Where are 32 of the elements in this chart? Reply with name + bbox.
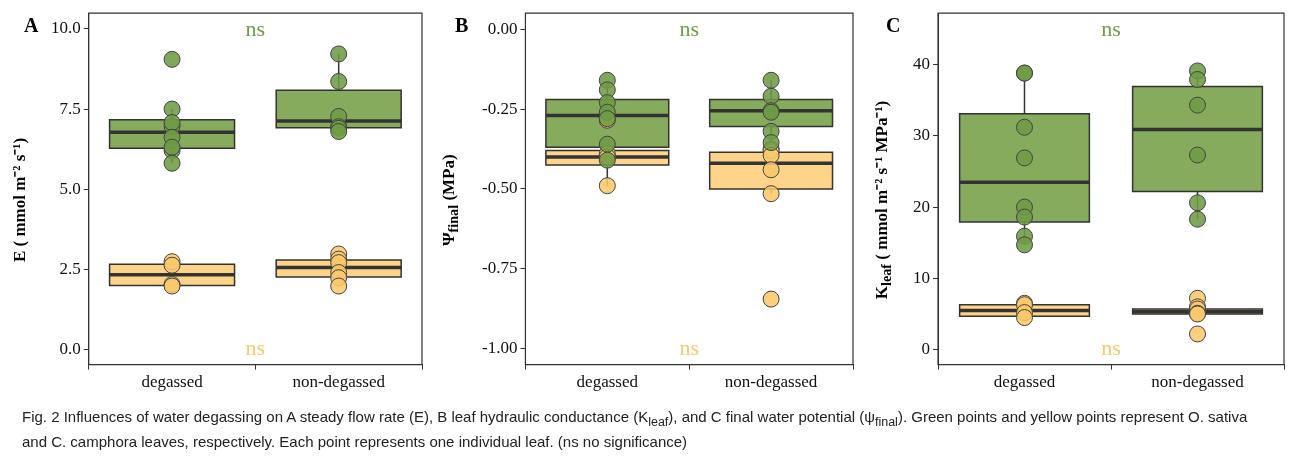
annotation: ns <box>679 15 699 41</box>
annotation: ns <box>1101 335 1121 361</box>
x-tick-label: degassed <box>141 372 204 392</box>
annotation: ns <box>1101 15 1121 41</box>
y-tick-label: 30 <box>913 125 930 145</box>
y-tick-label: -1.00 <box>481 338 518 358</box>
y-tick-label: 20 <box>913 196 930 216</box>
y-tick-label: 0.00 <box>487 18 518 38</box>
x-tick-label: degassed <box>993 372 1056 392</box>
y-tick-label: -0.25 <box>481 98 518 118</box>
y-tick-label: 40 <box>913 53 930 73</box>
chart-title: B <box>455 14 469 37</box>
annotation: ns <box>245 15 266 41</box>
y-tick-label: 2.5 <box>59 258 81 278</box>
annotation: ns <box>679 335 699 361</box>
y-tick-label: 10 <box>913 267 930 287</box>
chart-title: A <box>24 14 39 37</box>
y-tick-label: 0.0 <box>59 339 81 358</box>
x-tick-label: non-degassed <box>724 372 818 392</box>
annotation: ns <box>245 335 266 361</box>
x-tick-label: non-degassed <box>1151 372 1245 392</box>
y-tick-label: 5.0 <box>59 178 81 198</box>
y-axis-title: E ( mmol m⁻² s⁻¹) <box>9 137 30 263</box>
y-tick-label: 0 <box>921 339 930 359</box>
y-tick-label: 10.0 <box>51 18 81 38</box>
y-tick-label: -0.50 <box>481 178 518 198</box>
chart-title: C <box>886 14 901 37</box>
x-tick-label: non-degassed <box>292 372 386 392</box>
text: Fig. 2 Influences of water degassing on A steady flow rate (E), B leaf hydraulic conductance (K$_{leaf}$), and C final water potential (ψ$_{final}$). Green points and yellow points represent O. sativa and C. camphora leaves, respectively. Each point represents one individual leaf. (ns no significance) <box>22 408 1248 451</box>
x-tick-label: degassed <box>576 372 639 392</box>
y-tick-label: 7.5 <box>59 98 81 118</box>
y-tick-label: -0.75 <box>481 258 518 278</box>
